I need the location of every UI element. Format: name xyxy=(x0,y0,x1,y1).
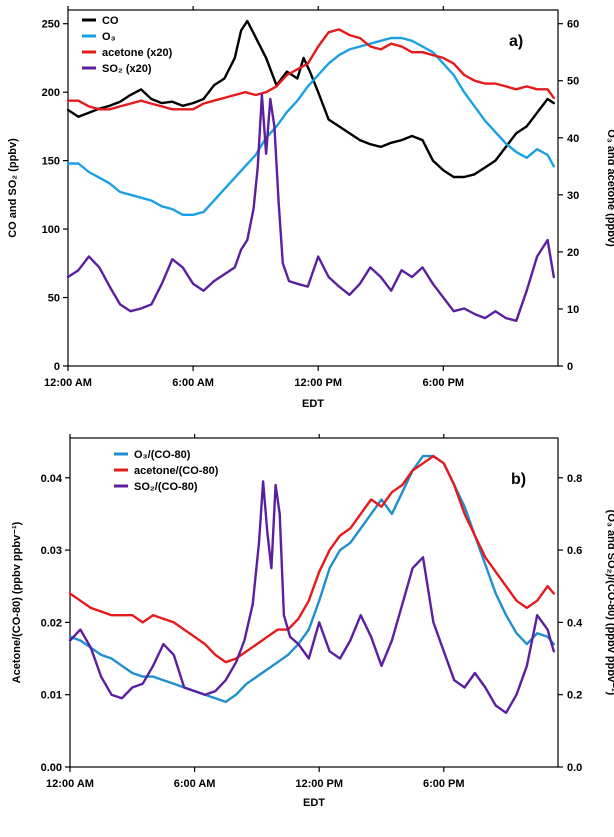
y-left-tick-label: 0.03 xyxy=(41,545,62,557)
series-line-so-co-80 xyxy=(68,480,555,714)
y-left-tick-label: 0.02 xyxy=(41,617,62,629)
y-left-tick-label: 0.01 xyxy=(41,690,62,702)
chart-panel-b: 12:00 AM 6:00 AM 12:00 PM 6:00 PM EDT 0.00 0.0… xyxy=(11,434,614,809)
y-right-tick-label: 0.8 xyxy=(567,473,582,485)
legend-label: O₃/(CO-80) xyxy=(134,449,191,461)
x-axis-title: EDT xyxy=(302,398,324,410)
y-right-tick-label: 0 xyxy=(567,361,573,373)
y-right-tick-label: 50 xyxy=(567,76,579,88)
legend-label: SO₂ (x20) xyxy=(102,63,152,75)
x-tick-label: 12:00 PM xyxy=(294,377,342,389)
series-line-so-x20 xyxy=(66,93,555,322)
plot-frame xyxy=(69,437,559,768)
legend-label: O₃ xyxy=(102,31,116,43)
y-right-tick-label: 0.4 xyxy=(567,617,583,629)
y-right-tick-label: 0.2 xyxy=(567,690,582,702)
y-right-tick-label: 0.6 xyxy=(567,545,582,557)
x-tick-label: 6:00 PM xyxy=(423,778,465,790)
y-right-tick-label: 30 xyxy=(567,190,579,202)
y-left-tick-label: 100 xyxy=(42,224,60,236)
y-left-tick-label: 0 xyxy=(54,361,60,373)
x-tick-label: 12:00 AM xyxy=(44,377,92,389)
x-tick-label: 12:00 AM xyxy=(46,778,94,790)
y-left-tick-label: 50 xyxy=(48,293,60,305)
y-right-tick-label: 10 xyxy=(567,304,579,316)
panel-label: a) xyxy=(509,33,523,50)
y-right-tick-label: 20 xyxy=(567,247,579,259)
series-line-o xyxy=(66,36,555,217)
legend-label: SO₂/(CO-80) xyxy=(134,481,198,493)
legend-label: acetone (x20) xyxy=(102,47,173,59)
y-left-tick-label: 250 xyxy=(42,19,60,31)
x-tick-label: 6:00 AM xyxy=(172,377,214,389)
y-left-tick-label: 0.00 xyxy=(41,762,62,774)
legend-label: acetone/(CO-80) xyxy=(134,465,219,477)
x-axis-title: EDT xyxy=(303,797,325,809)
series-line-acetone-co-80 xyxy=(68,454,555,664)
y-left-tick-label: 0.04 xyxy=(41,473,63,485)
y-right-axis-title: (O₃ and SO₂)/(CO-80) (ppbv ppbv⁻¹) xyxy=(605,510,614,696)
y-left-axis-title: Acetone/(CO-80) (ppbv ppbv⁻¹) xyxy=(11,521,23,683)
x-tick-label: 12:00 PM xyxy=(295,778,343,790)
x-tick-label: 6:00 AM xyxy=(174,778,216,790)
legend-label: CO xyxy=(102,15,119,27)
series-line-acetone-x20 xyxy=(66,28,555,111)
y-left-tick-label: 150 xyxy=(42,156,60,168)
chart-panel-a: 12:00 AM 6:00 AM 12:00 PM 6:00 PMEDT0501001… xyxy=(7,6,614,410)
y-right-tick-label: 40 xyxy=(567,133,579,145)
panel-label: b) xyxy=(511,471,526,488)
plot-frame xyxy=(67,9,559,367)
y-right-tick-label: 60 xyxy=(567,19,579,31)
x-tick-label: 6:00 PM xyxy=(423,377,465,389)
y-left-tick-label: 200 xyxy=(42,87,60,99)
y-right-tick-label: 0.0 xyxy=(567,762,582,774)
y-right-axis-title: O₃ and acetone (ppbv) xyxy=(605,129,614,247)
y-left-axis-title: CO and SO₂ (ppbv) xyxy=(7,138,19,238)
